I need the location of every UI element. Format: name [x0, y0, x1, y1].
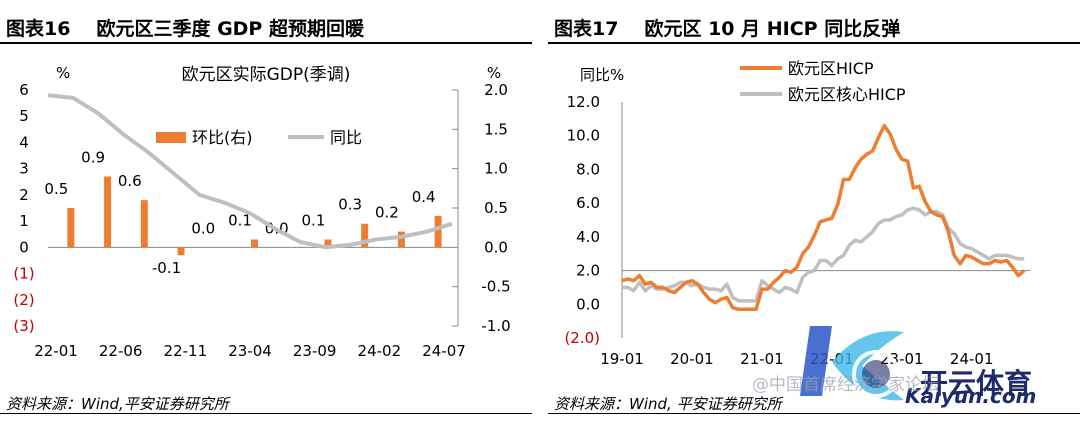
watermark-brand-en: Kaiyun.com [905, 384, 1037, 408]
x-tick-label: 24-02 [358, 342, 402, 360]
left-tick-label: 0 [19, 238, 29, 256]
qoq-bar [67, 208, 75, 248]
y-tick-label: 2.0 [576, 262, 600, 280]
x-tick-label: 22-01 [34, 342, 78, 360]
right-tick-label: 1.5 [484, 120, 508, 138]
gdp-chart: 欧元区实际GDP(季调)% % 6 5 4 3 2 1 0 (1) (2) (3) 2.0 1.5 1.0 0… [13, 64, 510, 360]
left-footer-rule [0, 413, 532, 414]
left-tick-label: 3 [19, 160, 29, 178]
qoq-bar [177, 247, 185, 256]
left-figure: 图表16 欧元区三季度 GDP 超预期回暖 欧元区实际GDP(季调)%% 6 5 4 3… [0, 0, 532, 425]
y-tick-label: 6.0 [576, 194, 600, 212]
legend-label-qoq: 环比(右) [192, 128, 253, 147]
x-tick-label: 21-01 [740, 350, 784, 368]
right-tick-label: 1.0 [484, 160, 508, 178]
qoq-data-label: 0.5 [44, 180, 68, 198]
left-tick-label: 4 [19, 133, 29, 151]
core-hicp-line [622, 206, 1025, 303]
qoq-data-label: 0.6 [118, 172, 142, 190]
left-tick-label: 5 [19, 107, 29, 125]
x-tick-label: 23-01 [880, 350, 924, 368]
qoq-bar [251, 239, 258, 248]
y-tick-label: 0.0 [576, 295, 600, 313]
left-figure-header: 图表16 欧元区三季度 GDP 超预期回暖 [0, 12, 532, 44]
yoy-line [47, 93, 453, 250]
left-tick-label: 1 [19, 212, 29, 230]
right-tick-label: -1.0 [481, 317, 510, 335]
legend-label-core-hicp: 欧元区核心HICP [788, 85, 906, 104]
qoq-bar [140, 200, 148, 248]
qoq-bar [397, 231, 405, 248]
qoq-data-label: 0.3 [338, 196, 362, 214]
x-tick-label: 24-01 [950, 350, 994, 368]
right-figure-number: 图表17 [554, 17, 619, 40]
qoq-bar [361, 223, 369, 248]
left-chart-area: 欧元区实际GDP(季调)%% 6 5 4 3 2 1 0 (1) (2) (3) 2.0 1.5 1.0 0… [0, 48, 532, 388]
x-tick-label: 20-01 [670, 350, 714, 368]
qoq-bar [104, 176, 112, 248]
right-tick-label: 2.0 [484, 81, 508, 99]
legend-label-yoy: 同比 [330, 128, 362, 147]
x-tick-label: 19-01 [600, 350, 644, 368]
left-axis-unit: % [56, 64, 70, 82]
y-tick-label: 12.0 [567, 93, 600, 111]
qoq-data-label: 0.2 [375, 204, 399, 222]
watermark-logo [800, 326, 904, 401]
left-tick-label: (2) [13, 291, 34, 309]
right-source-note: 资料来源：Wind, 平安证券研究所 [554, 395, 782, 413]
qoq-data-label: 0.1 [228, 211, 252, 229]
left-tick-label: 6 [19, 81, 29, 99]
qoq-data-label: 0.0 [191, 219, 215, 237]
x-tick-label: 22-11 [164, 342, 208, 360]
y-tick-label: 4.0 [576, 228, 600, 246]
right-footer-rule [548, 413, 1080, 414]
left-source-note: 资料来源：Wind,平安证券研究所 [6, 395, 229, 413]
x-tick-label: 24-07 [422, 342, 466, 360]
x-tick-label: 23-09 [293, 342, 337, 360]
qoq-data-label: 0.1 [302, 211, 326, 229]
right-tick-label: 0.0 [484, 238, 508, 256]
left-figure-number: 图表16 [6, 17, 71, 40]
qoq-bar [434, 215, 442, 248]
y-tick-label: 10.0 [567, 127, 600, 145]
hicp-line [621, 123, 1026, 312]
qoq-data-label: -0.1 [152, 259, 181, 277]
x-tick-label: 22-06 [99, 342, 143, 360]
watermark-overlay-text: @中国首席经济学家论坛 [752, 375, 939, 395]
right-axis-unit: % [487, 64, 501, 82]
chart-title: 欧元区实际GDP(季调) [182, 65, 351, 85]
y-tick-label: (2.0) [564, 329, 600, 347]
qoq-bar [324, 239, 332, 248]
legend-label-hicp: 欧元区HICP [788, 59, 874, 78]
qoq-data-label: 0.4 [412, 188, 436, 206]
right-tick-label: -0.5 [481, 278, 510, 296]
y-tick-label: 8.0 [576, 160, 600, 178]
right-tick-label: 0.5 [484, 199, 508, 217]
x-tick-label: 23-04 [228, 342, 272, 360]
right-figure-title: 欧元区 10 月 HICP 同比反弹 [644, 17, 901, 40]
left-tick-label: (3) [13, 317, 34, 335]
left-tick-label: 2 [19, 186, 29, 204]
left-figure-title: 欧元区三季度 GDP 超预期回暖 [96, 17, 364, 40]
qoq-data-label: 0.9 [81, 149, 105, 167]
right-figure-header: 图表17 欧元区 10 月 HICP 同比反弹 [548, 12, 1080, 44]
y-axis-title: 同比% [580, 66, 624, 84]
legend-swatch-qoq [156, 132, 186, 143]
left-tick-label: (1) [13, 265, 34, 283]
watermark-brand-cn: 开云体育 [920, 367, 1033, 400]
